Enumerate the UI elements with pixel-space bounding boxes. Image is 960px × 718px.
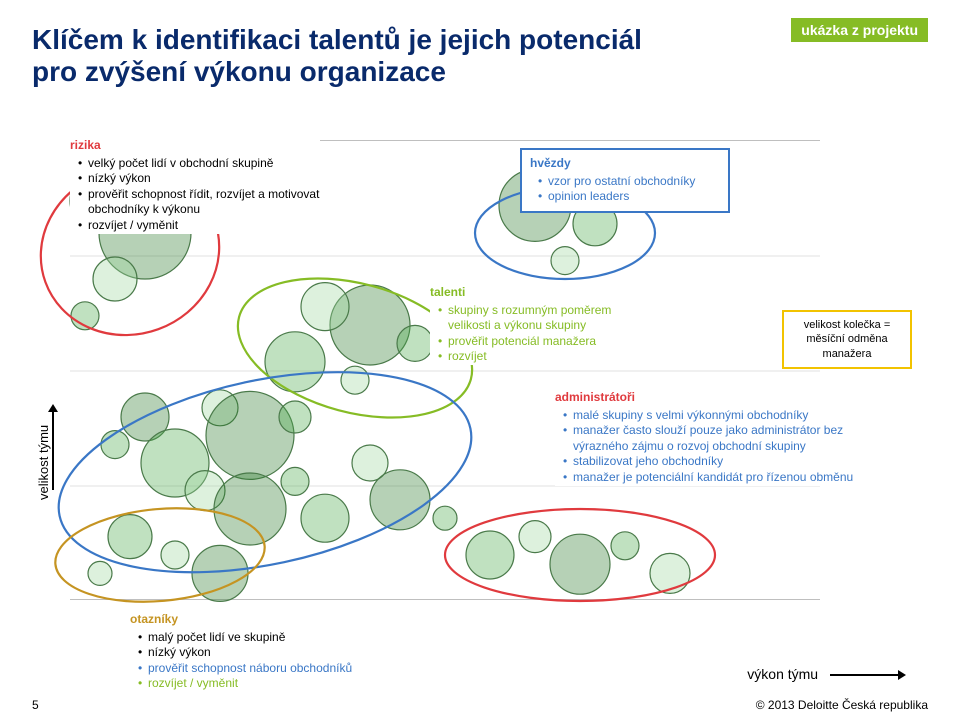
callout-item: skupiny s rozumným poměrem velikosti a v… — [438, 303, 655, 334]
callout-head: otazníky — [130, 612, 410, 628]
y-axis-label: velikost týmu — [36, 425, 51, 500]
callout-talenti: talenti skupiny s rozumným poměrem veliko… — [430, 285, 655, 365]
callout-item: velký počet lidí v obchodní skupině — [78, 156, 320, 172]
slide: Klíčem k identifikaci talentů je jejich … — [0, 0, 960, 718]
callout-item: rozvíjet / vyměnit — [138, 676, 410, 692]
callout-hvezdy: hvězdy vzor pro ostatní obchodníkyopinion… — [520, 148, 730, 213]
callout-head: administrátoři — [555, 390, 870, 406]
callout-item: opinion leaders — [538, 189, 720, 205]
callout-item: malé skupiny s velmi výkonnými obchodník… — [563, 408, 870, 424]
callout-item: stabilizovat jeho obchodníky — [563, 454, 870, 470]
callout-item: prověřit schopnost řídit, rozvíjet a mot… — [78, 187, 320, 218]
callout-list: velký počet lidí v obchodní skupiněnízký… — [70, 156, 320, 234]
title-line2: pro zvýšení výkonu organizace — [32, 56, 446, 87]
callout-head: hvězdy — [530, 156, 720, 172]
callout-list: malé skupiny s velmi výkonnými obchodník… — [555, 408, 870, 486]
x-axis-label: výkon týmu — [747, 666, 818, 682]
callout-item: nízký výkon — [78, 171, 320, 187]
callout-item: rozvíjet — [438, 349, 655, 365]
y-axis-arrow-icon — [52, 410, 54, 490]
copyright: © 2013 Deloitte Česká republika — [756, 698, 928, 712]
x-axis-arrow-icon — [830, 674, 900, 676]
callout-head: rizika — [70, 138, 320, 154]
callout-item: prověřit potenciál manažera — [438, 334, 655, 350]
callout-head: talenti — [430, 285, 655, 301]
callout-admin: administrátoři malé skupiny s velmi výkon… — [555, 390, 870, 486]
slide-footer: 5 © 2013 Deloitte Česká republika — [32, 698, 928, 712]
callout-item: manažer je potenciální kandidát pro říze… — [563, 470, 870, 486]
callout-list: vzor pro ostatní obchodníkyopinion leade… — [530, 174, 720, 205]
callout-item: vzor pro ostatní obchodníky — [538, 174, 720, 190]
callout-item: rozvíjet / vyměnit — [78, 218, 320, 234]
title-line1: Klíčem k identifikaci talentů je jejich … — [32, 24, 642, 55]
project-badge: ukázka z projektu — [791, 18, 928, 42]
legend-size: velikost kolečka = měsíční odměna manaže… — [782, 310, 912, 369]
page-number: 5 — [32, 698, 39, 712]
callout-list: malý počet lidí ve skupiněnízký výkonpro… — [130, 630, 410, 692]
callout-item: nízký výkon — [138, 645, 410, 661]
callout-otazniky: otazníky malý počet lidí ve skupiněnízký … — [130, 612, 410, 692]
callout-item: manažer často slouží pouze jako administ… — [563, 423, 870, 454]
callout-list: skupiny s rozumným poměrem velikosti a v… — [430, 303, 655, 365]
callout-item: malý počet lidí ve skupině — [138, 630, 410, 646]
callout-rizika: rizika velký počet lidí v obchodní skupin… — [70, 138, 320, 234]
callout-item: prověřit schopnost náboru obchodníků — [138, 661, 410, 677]
x-axis-block: výkon týmu — [747, 666, 900, 682]
